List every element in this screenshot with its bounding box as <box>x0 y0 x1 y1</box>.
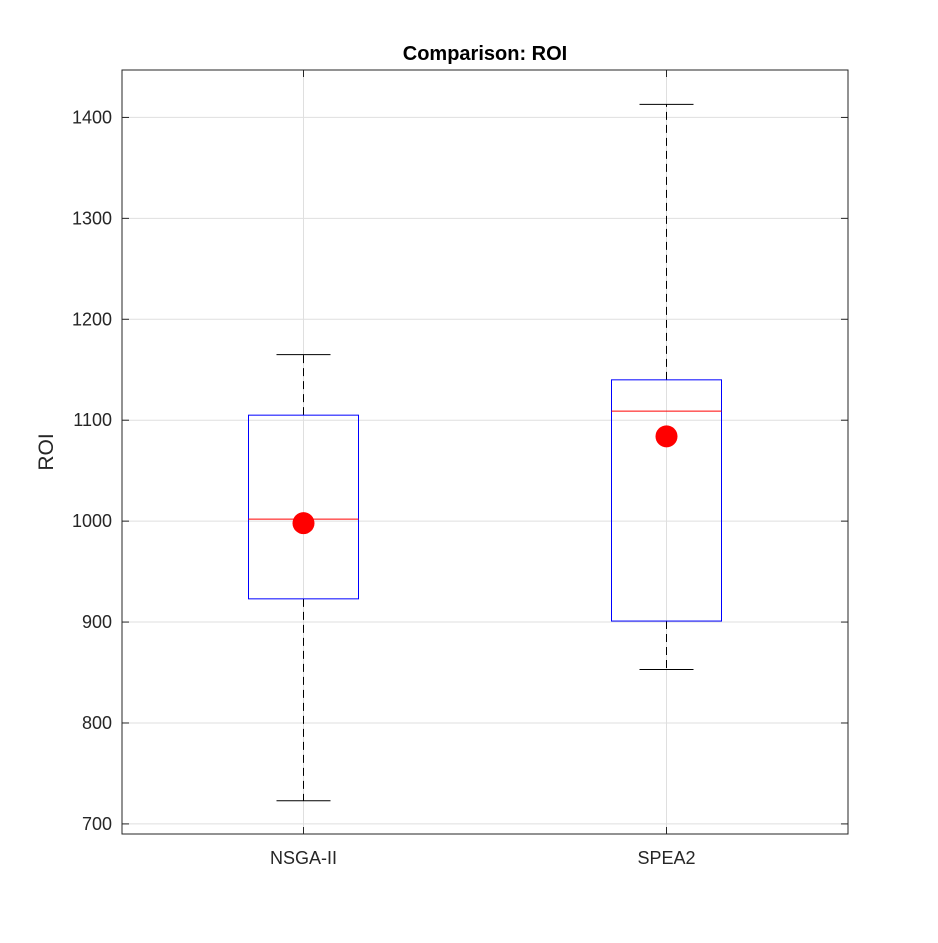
y-tick-label: 1300 <box>72 208 112 228</box>
boxes <box>248 103 722 802</box>
y-axis-label: ROI <box>35 433 58 470</box>
box-group-spea2 <box>611 103 722 670</box>
y-tick-label: 1000 <box>72 511 112 531</box>
mean-marker <box>292 512 315 535</box>
grid-lines <box>122 70 848 834</box>
y-tick-label: 800 <box>82 713 112 733</box>
y-tick-label: 1100 <box>73 410 112 430</box>
axes-background <box>122 70 848 834</box>
iqr-box <box>248 414 359 600</box>
x-tick-label: NSGA-II <box>270 848 337 868</box>
y-tick-label: 1400 <box>72 107 112 127</box>
axes-frame <box>121 69 849 835</box>
box-group-nsga-ii <box>248 354 359 802</box>
mean-marker <box>655 425 678 448</box>
chart-title: Comparison: ROI <box>403 43 567 65</box>
y-tick-label: 700 <box>82 814 112 834</box>
x-tick-label: SPEA2 <box>637 848 695 868</box>
ticks: 700 800 900 1000 1100 1200 1300 1400 NSGA-II SPEA… <box>72 70 848 868</box>
y-tick-label: 1200 <box>72 309 112 329</box>
y-tick-label: 900 <box>82 612 112 632</box>
iqr-box <box>611 379 722 622</box>
